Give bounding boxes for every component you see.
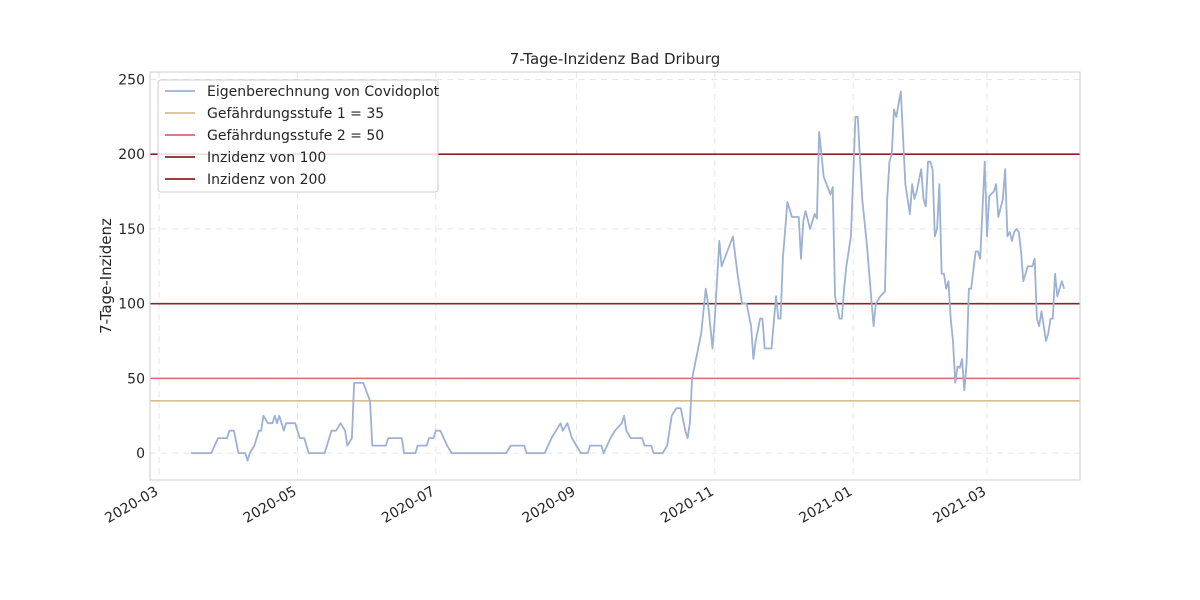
legend-label: Gefährdungsstufe 2 = 50 [207, 128, 384, 144]
y-axis-label: 7-Tage-Inzidenz [97, 218, 115, 334]
data-series [190, 90, 1065, 462]
legend-label: Gefährdungsstufe 1 = 35 [207, 106, 384, 122]
legend-label: Inzidenz von 200 [207, 172, 326, 188]
y-axis-ticks: 0 50 100 150 200 250 [118, 72, 145, 462]
y-tick-label: 50 [127, 371, 145, 387]
y-tick-label: 200 [118, 147, 145, 163]
chart-title: 7-Tage-Inzidenz Bad Driburg [510, 50, 721, 68]
plot-frame [149, 71, 1081, 481]
y-tick-label: 0 [136, 446, 145, 462]
y-tick-label: 250 [118, 72, 145, 88]
legend-label: Eigenberechnung von Covidoplot [207, 84, 440, 100]
legend: Eigenberechnung von Covidoplot Gefährdung… [157, 79, 440, 193]
legend-label: Inzidenz von 100 [207, 150, 326, 166]
legend-box [157, 79, 439, 193]
y-tick-label: 150 [118, 222, 145, 238]
y-tick-label: 100 [118, 297, 145, 313]
series-line-1 [190, 90, 1065, 462]
